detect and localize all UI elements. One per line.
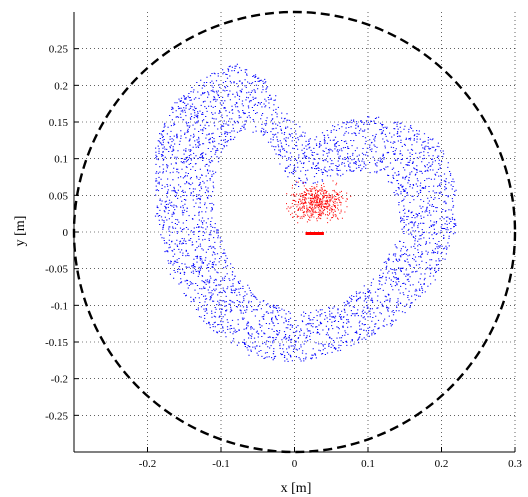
y-axis-label: y [m]: [13, 216, 28, 247]
y-tick-label: 0.15: [49, 117, 69, 129]
tick-labels: -0.2 -0.1 0 0.1 0.2 0.3 0.25 0.2 0.15 0.1 0.05 0 -0.…: [45, 44, 522, 470]
x-tick-label: 0: [292, 458, 298, 470]
x-axis-label: x [m]: [281, 481, 312, 496]
data-points: [154, 63, 457, 362]
x-tick-label: 0.2: [435, 458, 449, 470]
x-tick-label: 0.3: [508, 458, 522, 470]
series-blue-points: [154, 63, 457, 362]
axes: [73, 12, 516, 453]
y-tick-label: -0.05: [45, 264, 68, 276]
x-tick-label: 0.1: [361, 458, 375, 470]
series-red-points: [286, 180, 352, 224]
y-tick-label: -0.2: [51, 374, 68, 386]
y-tick-label: 0.05: [49, 190, 69, 202]
y-tick-label: 0.2: [54, 80, 68, 92]
x-tick-label: -0.2: [139, 458, 156, 470]
y-tick-label: -0.25: [45, 410, 68, 422]
y-tick-label: -0.1: [51, 300, 68, 312]
y-tick-label: 0: [63, 227, 69, 239]
y-tick-label: 0.25: [49, 44, 69, 56]
x-tick-label: -0.1: [212, 458, 229, 470]
y-tick-label: 0.1: [54, 154, 68, 166]
y-tick-label: -0.15: [45, 337, 68, 349]
